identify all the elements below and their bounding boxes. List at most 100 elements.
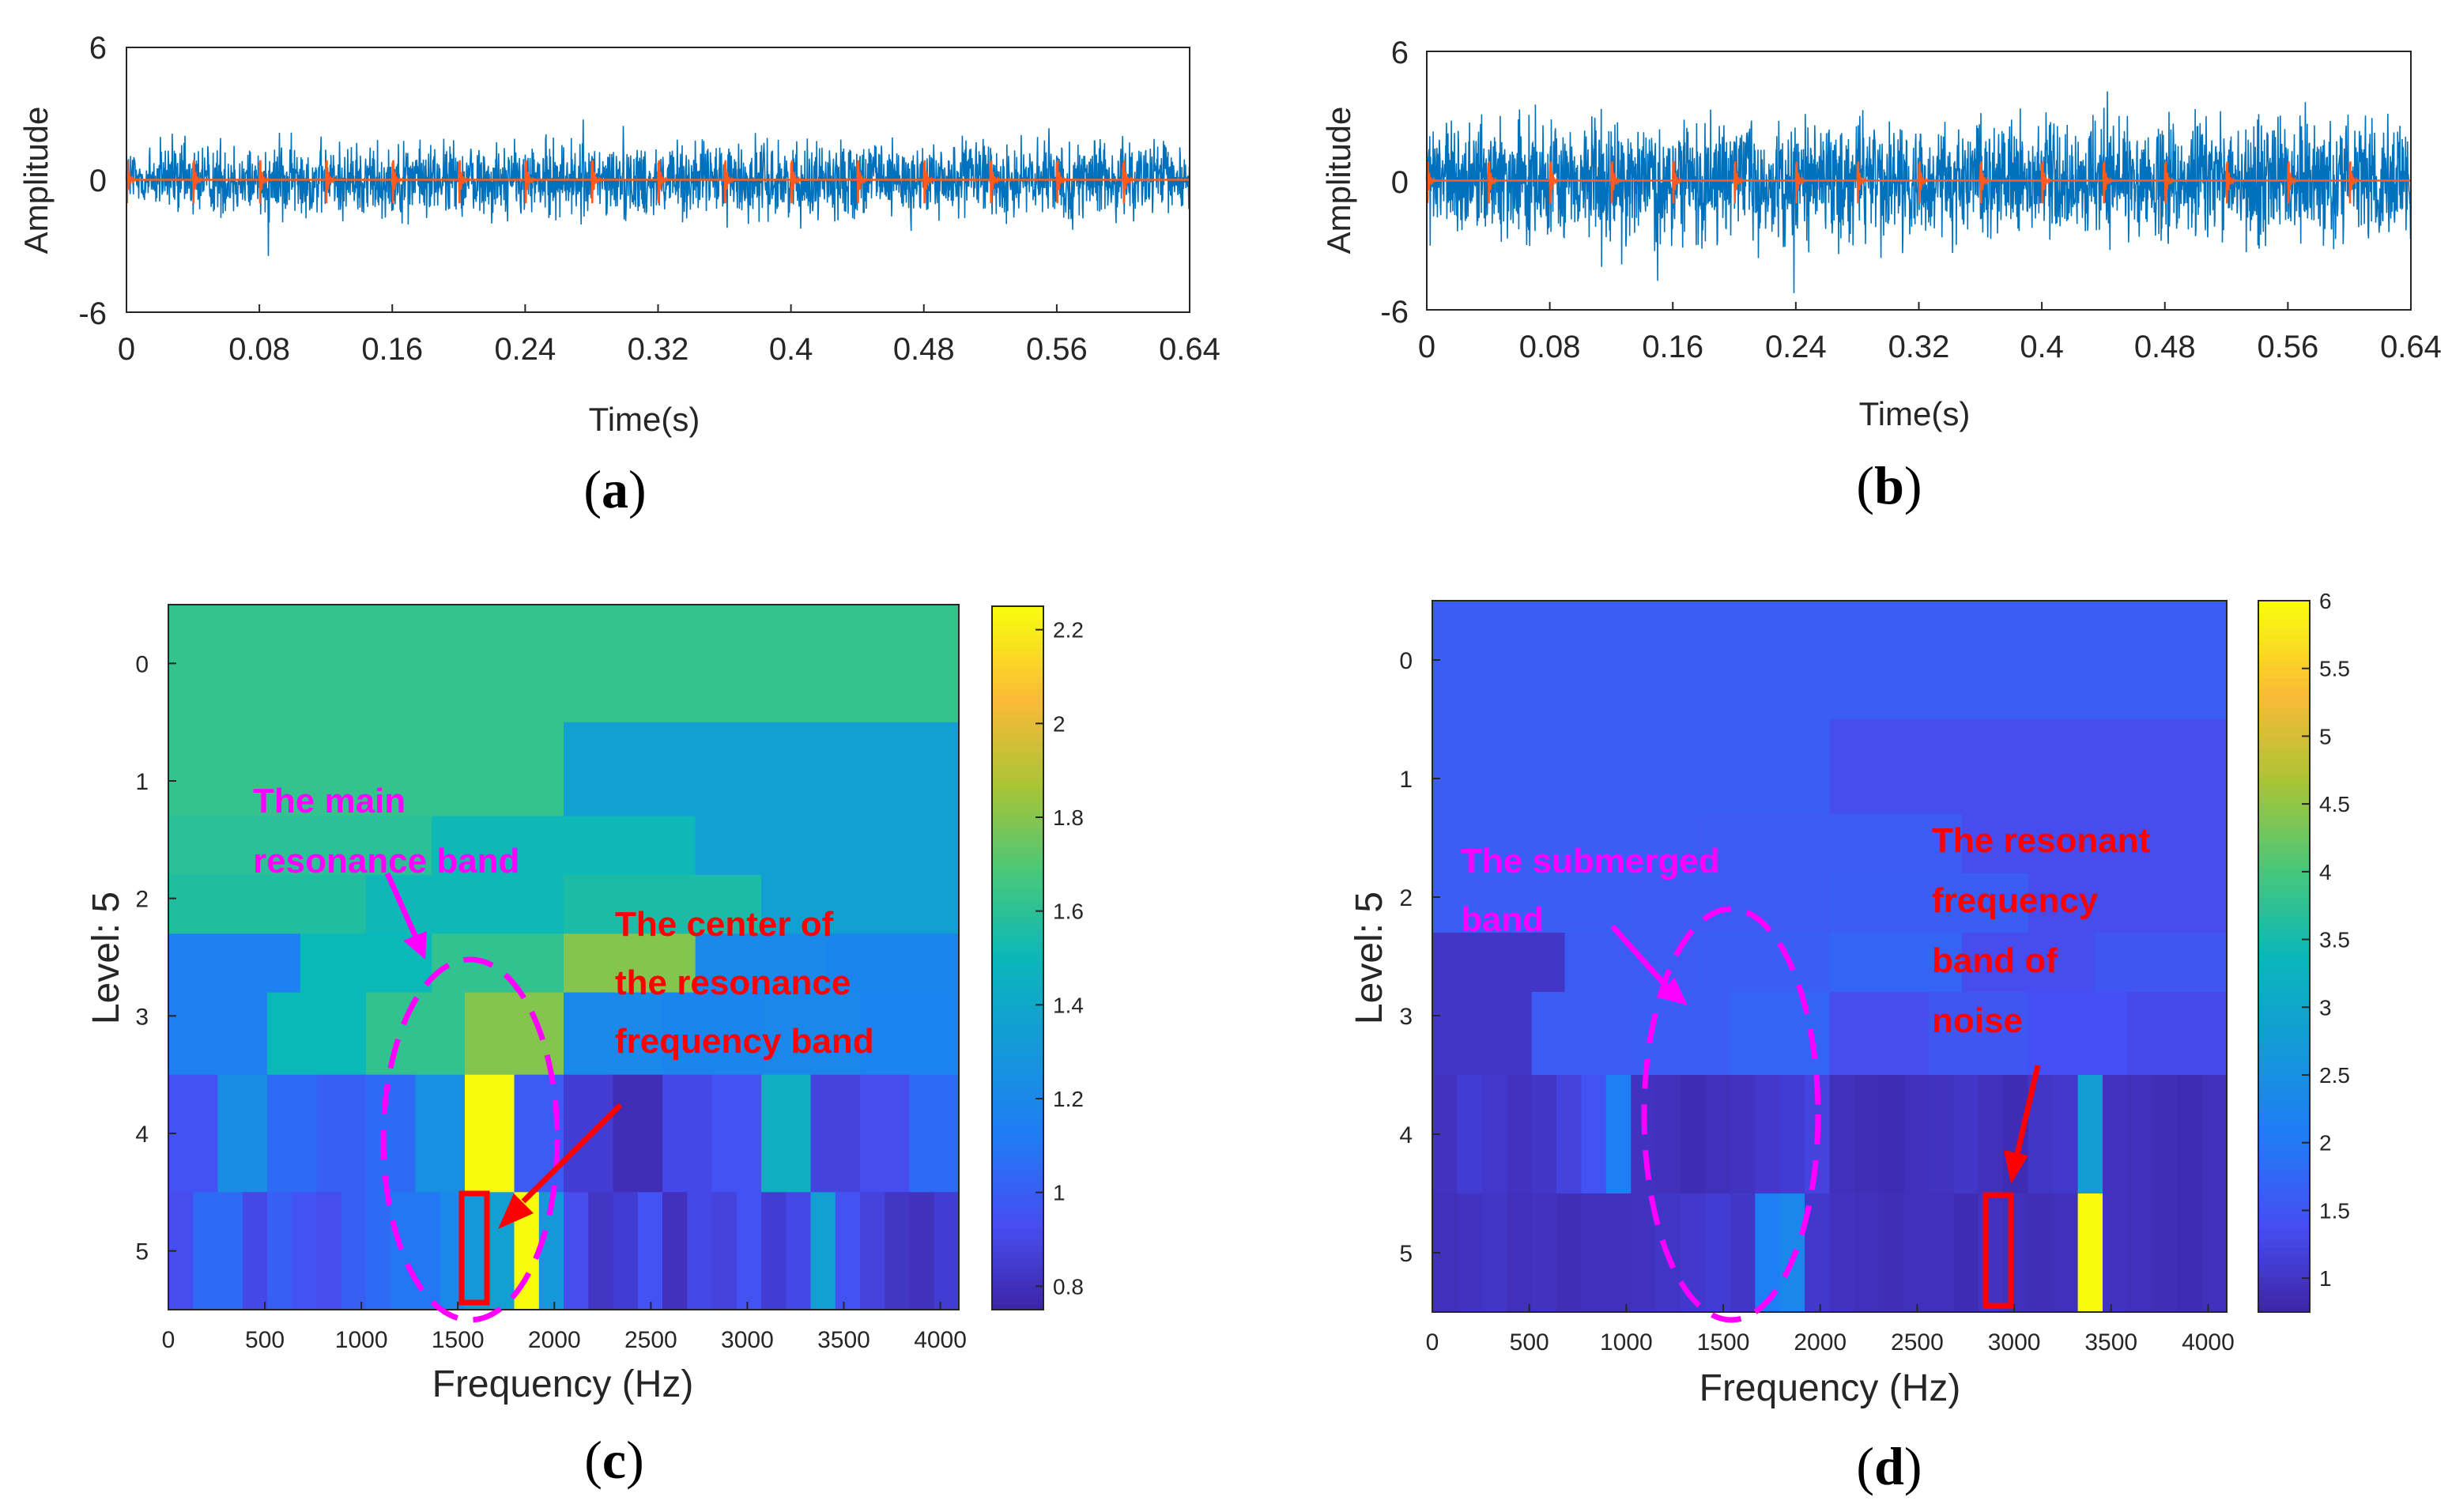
heatmap-cell [1481,1075,1507,1194]
colorbar-segment [992,1139,1043,1147]
colorbar-segment [992,1221,1043,1228]
panel-d-label: (d) [1856,1436,1922,1496]
heatmap-cell [1457,1075,1483,1194]
heatmap-cell [2127,1193,2153,1313]
colorbar-segment [2258,1099,2310,1106]
colorbar-segment [992,1034,1043,1041]
heatmap-cell [2077,1075,2103,1194]
colorbar-segment [2258,1217,2310,1224]
x-tick-label: 0.32 [628,332,689,367]
heatmap-cell [1581,1193,1607,1313]
colorbar-tick-label: 5 [2319,724,2332,748]
colorbar-segment [2258,1116,2310,1123]
colorbar-tick-label: 2 [2319,1131,2332,1156]
colorbar-segment [2258,601,2310,608]
colorbar-segment [2258,731,2310,738]
colorbar-segment [992,1092,1043,1099]
y-tick-label: 0 [135,651,149,677]
colorbar-segment [2258,1016,2310,1023]
colorbar-segment [2258,642,2310,649]
colorbar-segment [2258,713,2310,720]
panel-d-magenta-arrow-head [1658,977,1688,1005]
colorbar-segment [2258,689,2310,696]
x-tick-label: 0.56 [1026,332,1088,367]
heatmap-cell [341,1192,367,1310]
colorbar-segment [2258,855,2310,862]
colorbar-segment [992,1016,1043,1024]
heatmap-cell [564,992,663,1076]
heatmap-cell [1457,1193,1483,1313]
colorbar-segment [2258,666,2310,673]
colorbar-segment [992,1157,1043,1164]
heatmap-cell [2053,1193,2079,1313]
colorbar-segment [2258,1009,2310,1016]
heatmap-cell [1903,1193,1930,1313]
panel-d-xlabel: Frequency (Hz) [1699,1367,1961,1409]
y-tick-label: 4 [135,1122,149,1148]
colorbar-segment [2258,945,2310,952]
colorbar-segment [2258,921,2310,928]
heatmap-cell [366,874,564,934]
heatmap-cell [1432,873,1632,933]
colorbar-segment [992,846,1043,854]
x-tick-label: 0.64 [2380,330,2442,364]
colorbar-segment [2258,1300,2310,1307]
colorbar-segment [2258,606,2310,613]
heatmap-cell [1929,1193,1955,1313]
colorbar-segment [2258,743,2310,750]
heatmap-cell [168,605,960,723]
colorbar-segment [992,828,1043,835]
colorbar-segment [992,1227,1043,1235]
heatmap-cell [432,933,564,994]
heatmap-cell [2152,1075,2178,1194]
colorbar-segment [2258,826,2310,833]
panel-c-colorbar: 2.2 2 1.8 1.6 1.4 1.2 1 0.8 [991,605,1084,1310]
panel-d-heatmap-cells [1432,601,2228,1313]
colorbar-segment [2258,820,2310,827]
panel-a-ytick: -6 [78,296,107,331]
colorbar-segment [2258,719,2310,726]
heatmap-cell [415,1074,466,1193]
y-tick-label: 5 [1399,1241,1413,1267]
heatmap-cell [2201,1193,2228,1313]
heatmap-cell [860,1192,885,1310]
heatmap-cell [267,992,367,1076]
colorbar-segment [2258,891,2310,898]
heatmap-cell [1978,1193,2004,1313]
x-tick-label: 4000 [2182,1329,2235,1356]
colorbar-segment [2258,1193,2310,1201]
colorbar-segment [992,1075,1043,1082]
heatmap-cell [1829,933,1963,993]
panel-a-label: (a) [583,459,646,519]
heatmap-cell [1432,719,1831,815]
heatmap-cell [662,1074,713,1193]
heatmap-cell [711,1192,737,1310]
colorbar-segment [992,987,1043,994]
panel-d-red-arrow-shaft [2014,1065,2041,1155]
colorbar-segment [2258,1033,2310,1040]
heatmap-cell [1829,1193,1855,1313]
heatmap-cell [2028,992,2128,1076]
colorbar-segment [2258,980,2310,987]
x-tick-label: 0.08 [228,332,290,367]
heatmap-cell [1697,814,1963,874]
x-tick-label: 0.64 [1159,332,1220,367]
colorbar-segment [2258,784,2310,791]
colorbar-segment [2258,1187,2310,1194]
colorbar-segment [992,940,1043,947]
colorbar-segment [2258,660,2310,667]
colorbar-segment [2258,1158,2310,1165]
colorbar-segment [2258,613,2310,620]
colorbar-tick-label: 1 [2319,1266,2332,1291]
colorbar-segment [2258,1163,2310,1171]
colorbar-segment [2258,1205,2310,1212]
colorbar-tick-label: 4 [2319,860,2332,884]
heatmap-cell [909,1074,960,1193]
colorbar-tick-label: 1.4 [1053,993,1084,1017]
y-tick-label: 0 [1399,648,1413,674]
y-tick-label: 5 [135,1239,149,1265]
y-tick-label: 3 [135,1004,149,1030]
panel-d-ylabel: Level: 5 [1349,892,1390,1024]
colorbar-segment [2258,725,2310,732]
